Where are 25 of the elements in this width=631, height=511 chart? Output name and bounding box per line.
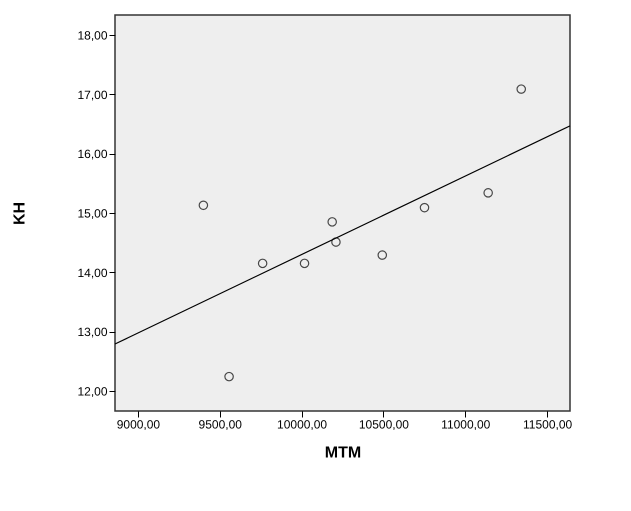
x-axis-title: MTM <box>324 444 362 462</box>
y-tick-label: 15,00 <box>77 206 108 220</box>
x-tick-label: 10500,00 <box>358 418 410 432</box>
x-tick-label: 11500,00 <box>523 418 572 432</box>
y-axis-title: KH <box>11 202 28 226</box>
y-tick-label: 14,00 <box>77 266 108 280</box>
point <box>224 372 234 382</box>
point <box>327 217 337 227</box>
point <box>258 258 268 268</box>
point <box>331 237 341 247</box>
x-tick-label: 9000,00 <box>116 418 160 432</box>
point <box>483 188 493 198</box>
point <box>516 84 526 94</box>
y-tick-label: 18,00 <box>77 28 108 43</box>
point <box>198 200 208 210</box>
x-tick-label: 11000,00 <box>441 418 491 432</box>
y-tick-label: 16,00 <box>77 147 108 162</box>
y-tick-label: 17,00 <box>77 88 108 102</box>
x-tick-label: 10000,00 <box>277 418 328 432</box>
point <box>377 250 388 260</box>
y-tick-label: 12,00 <box>77 384 108 398</box>
point <box>420 202 430 212</box>
point <box>300 258 310 268</box>
y-tick-label: 13,00 <box>77 325 108 340</box>
x-tick-label: 9500,00 <box>198 418 242 432</box>
